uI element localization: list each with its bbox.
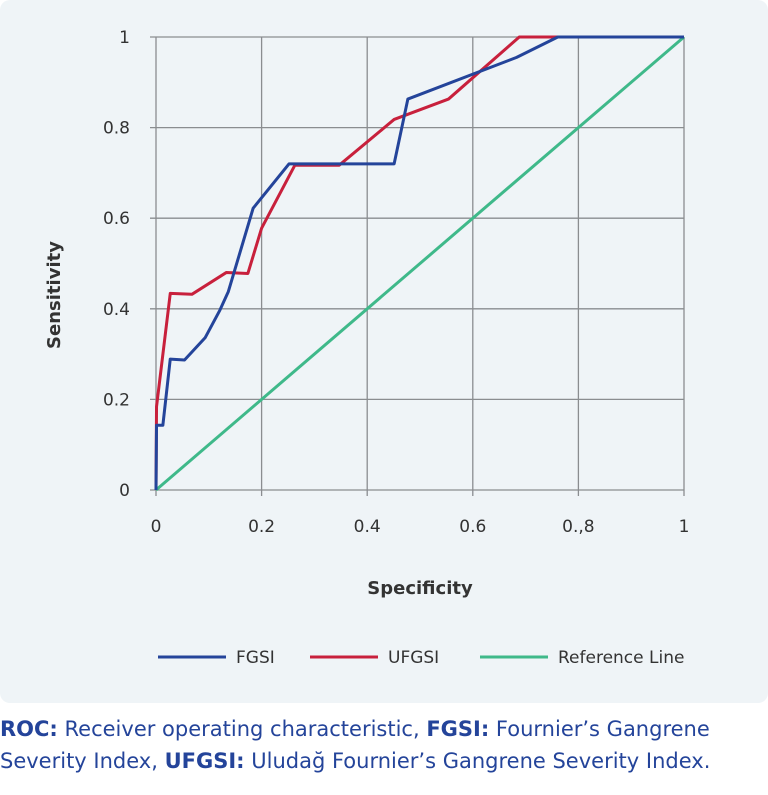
series-line-fgsi: [154, 35, 684, 491]
x-tick-label: 1: [679, 517, 690, 537]
series-line-ufgsi: [154, 35, 684, 491]
series-line-reference-line: [155, 35, 685, 492]
caption-fgsi-text: Fournier’s Gangrene Severity Index,: [0, 717, 710, 773]
roc-chart: 0 0.2 0.4 0.6 0.,8 1 0 0.2 0.4 0.6 0.8 1 Specificit…: [44, 28, 690, 668]
x-tick-label: 0.4: [354, 517, 381, 537]
x-tick-label: 0.2: [248, 517, 275, 537]
y-tick-label: 0.6: [103, 209, 130, 229]
legend-label: Reference Line: [558, 648, 684, 668]
y-axis-label: Sensitivity: [44, 241, 65, 349]
caption-fgsi-abbr: FGSI:: [426, 717, 490, 741]
caption-ufgsi-text: Uludağ Fournier’s Gangrene Severity Inde…: [244, 749, 711, 773]
y-tick-label: 0.8: [103, 119, 130, 139]
x-tick-label: 0.6: [459, 517, 486, 537]
caption-roc-abbr: ROC:: [0, 717, 58, 741]
x-tick-label: 0.,8: [562, 517, 594, 537]
chart-card: 0 0.2 0.4 0.6 0.,8 1 0 0.2 0.4 0.6 0.8 1 Specificit…: [0, 0, 768, 703]
x-axis-label: Specificity: [367, 578, 473, 599]
legend-label: FGSI: [236, 648, 275, 668]
caption-roc-text: Receiver operating characteristic,: [57, 717, 427, 741]
legend-label: UFGSI: [388, 648, 439, 668]
y-tick-label: 0.4: [103, 300, 130, 320]
y-tick-label: 0.2: [103, 390, 130, 410]
y-tick-label: 1: [119, 28, 130, 48]
figure-caption: ROC: Receiver operating characteristic, …: [0, 713, 768, 777]
y-tick-label: 0: [119, 481, 130, 501]
x-tick-label: 0: [151, 517, 162, 537]
caption-ufgsi-abbr: UFGSI:: [164, 749, 245, 773]
